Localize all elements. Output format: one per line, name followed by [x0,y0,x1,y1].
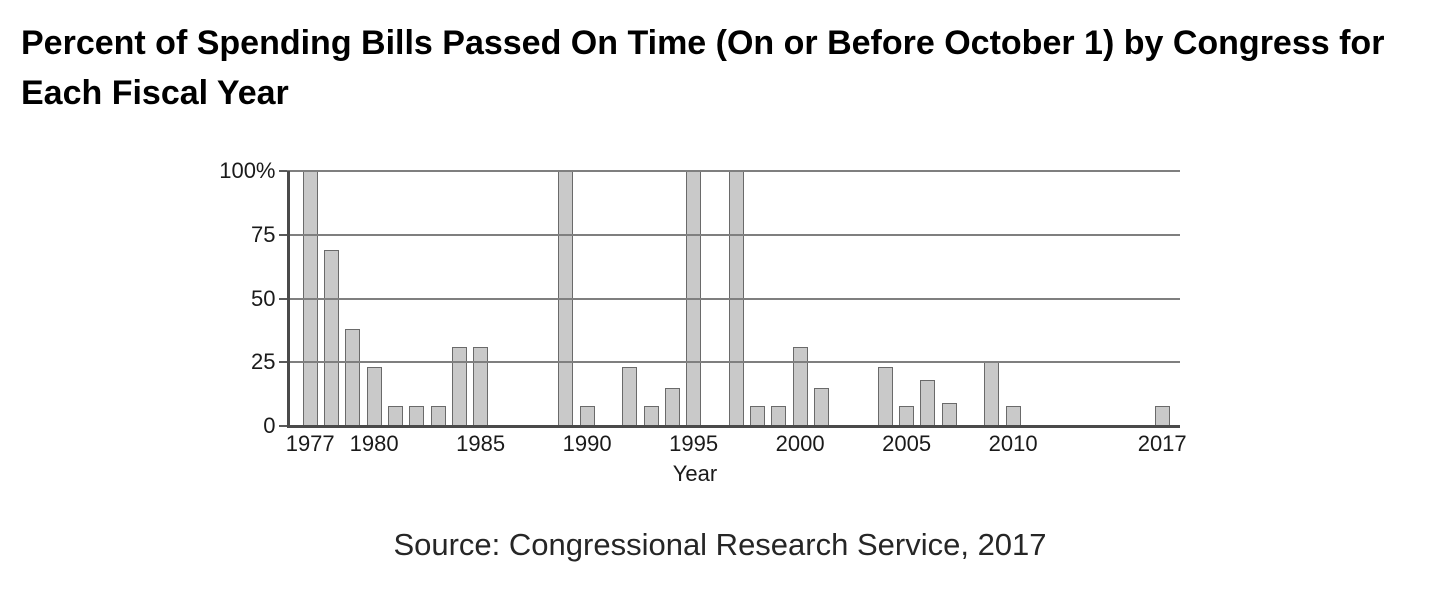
gridline-50 [286,297,1180,300]
x-axis-title: Year [672,461,718,486]
bar-1984 [451,346,467,426]
bar-1998 [750,405,765,426]
bar-2017 [1154,405,1170,426]
bar-2007 [941,403,957,426]
bar-2004 [877,367,893,426]
chart-title: Percent of Spending Bills Passed On Time… [21,18,1411,118]
bar-1999 [771,405,787,426]
gridline-75 [286,233,1180,236]
bar-1992 [622,367,638,426]
x-tick-label-1985: 1985 [456,431,506,456]
x-tick-label-1980: 1980 [349,431,399,456]
x-tick-label-2000: 2000 [775,431,825,456]
bar-1979 [345,329,361,426]
bar-1994 [664,387,680,426]
x-tick-label-2005: 2005 [882,431,932,456]
source-note: Source: Congressional Research Service, … [393,527,1047,562]
chart-title-line-1: Percent of Spending Bills Passed On Time… [21,24,1385,62]
x-tick-label-2010: 2010 [988,431,1038,456]
bar-1978 [324,250,339,426]
x-tick-label-1990: 1990 [562,431,612,456]
x-axis-line [286,424,1180,428]
bar-1982 [409,405,425,426]
y-tick-0 [278,425,287,427]
y-tick-label-100: 100% [219,158,276,183]
y-tick-label-50: 50 [251,285,276,311]
bar-2001 [813,387,829,426]
bar-1990 [579,405,595,426]
bar-2005 [899,405,915,426]
y-tick-100 [278,170,287,172]
bar-1993 [643,405,659,426]
y-tick-75 [278,233,287,236]
bar-2006 [920,380,936,426]
gridline-100 [286,170,1180,172]
bar-2010 [1005,405,1021,426]
y-axis-line [286,171,290,428]
chart-title-line-2: Each Fiscal Year [21,74,289,112]
y-tick-label-0: 0 [263,413,276,438]
bar-1981 [387,405,403,426]
y-tick-label-25: 25 [251,349,276,375]
bar-2000 [792,346,808,426]
bar-2009 [984,362,1000,426]
x-tick-label-1995: 1995 [669,431,719,456]
x-tick-label-1977: 1977 [285,431,335,456]
y-tick-25 [278,361,287,364]
bar-1980 [366,367,382,426]
bar-1985 [473,346,489,426]
y-tick-label-75: 75 [251,221,276,247]
y-tick-50 [278,297,287,300]
bar-1983 [430,405,446,426]
bar-chart-plot-area: 100% 75 50 25 0 1977 1980 1985 1990 1995 2000 2005 2… [219,158,1187,456]
gridline-25 [286,361,1180,364]
x-tick-label-2017: 2017 [1137,431,1187,456]
